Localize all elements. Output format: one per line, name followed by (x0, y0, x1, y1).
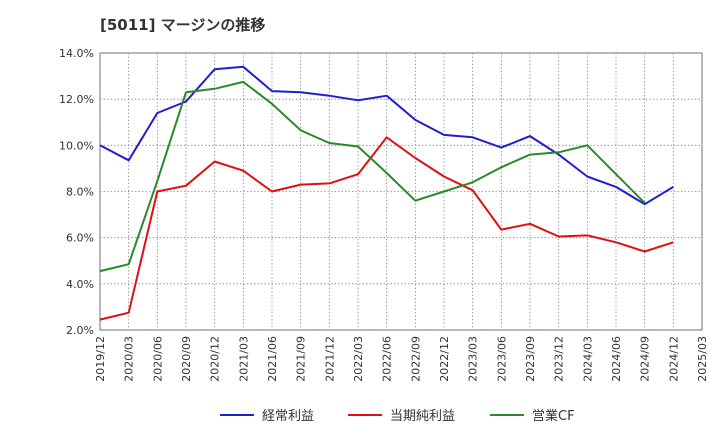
x-tick-label: 2023/12 (553, 336, 566, 382)
x-tick-label: 2020/12 (209, 336, 222, 382)
x-tick-label: 2023/06 (495, 336, 508, 382)
chart-title: [5011] マージンの推移 (100, 16, 266, 34)
legend: 経常利益 当期純利益 営業CF (220, 408, 575, 424)
grid-lines (99, 52, 703, 331)
x-tick-label: 2025/03 (696, 336, 709, 382)
legend-label: 経常利益 (262, 409, 314, 424)
series-lines (99, 65, 674, 321)
y-tick-label: 4.0% (66, 278, 94, 291)
y-tick-label: 2.0% (66, 324, 94, 337)
x-tick-label: 2019/12 (94, 336, 107, 382)
y-tick-label: 14.0% (59, 47, 94, 60)
x-tick-label: 2024/03 (581, 336, 594, 382)
x-tick-label: 2023/03 (467, 336, 480, 382)
x-tick-label: 2020/09 (180, 336, 193, 382)
y-tick-label: 10.0% (59, 139, 94, 152)
x-tick-label: 2022/03 (352, 336, 365, 382)
x-tick-label: 2021/03 (237, 336, 250, 382)
y-axis-ticks: 2.0% 4.0% 6.0% 8.0% 10.0% 12.0% 14.0% (59, 47, 94, 337)
y-tick-label: 8.0% (66, 186, 94, 199)
x-tick-label: 2021/12 (323, 336, 336, 382)
x-tick-label: 2024/12 (667, 336, 680, 382)
x-tick-label: 2022/06 (381, 336, 394, 382)
x-tick-label: 2024/06 (610, 336, 623, 382)
x-tick-label: 2023/09 (524, 336, 537, 382)
x-tick-label: 2022/12 (438, 336, 451, 382)
legend-label: 当期純利益 (390, 409, 455, 424)
y-tick-label: 6.0% (66, 232, 94, 245)
series-line-2 (99, 136, 674, 321)
x-tick-label: 2021/09 (295, 336, 308, 382)
x-tick-label: 2022/09 (409, 336, 422, 382)
x-tick-label: 2024/09 (639, 336, 652, 382)
y-tick-label: 12.0% (59, 93, 94, 106)
x-tick-label: 2021/06 (266, 336, 279, 382)
x-axis-ticks: 2019/12 2020/03 2020/06 2020/09 2020/12 2021/… (94, 336, 709, 382)
series-line-3 (99, 80, 646, 273)
x-tick-label: 2020/06 (151, 336, 164, 382)
x-tick-label: 2020/03 (123, 336, 136, 382)
legend-label: 営業CF (532, 408, 575, 424)
